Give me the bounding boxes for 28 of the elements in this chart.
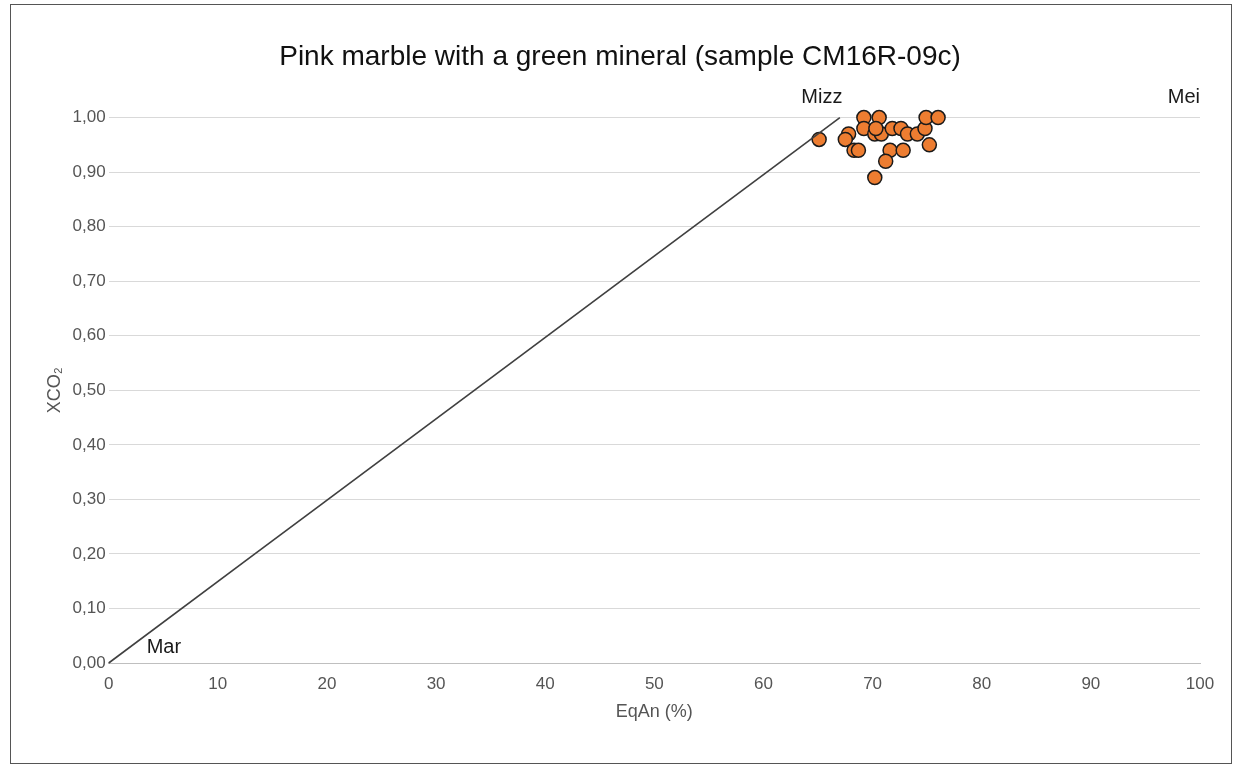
y-tick-label: 0,00: [72, 652, 106, 672]
x-tick-label: 100: [1185, 673, 1215, 693]
x-tick-label: 0: [103, 673, 114, 693]
x-tick-label: 20: [317, 673, 337, 693]
annotation: Mar: [146, 634, 182, 657]
y-tick-label: 0,70: [72, 270, 106, 290]
x-tick-label: 10: [208, 673, 228, 693]
y-tick-label: 0,30: [72, 489, 106, 509]
y-tick-label: 0,40: [72, 434, 106, 454]
y-tick-label: 0,90: [72, 161, 106, 181]
x-tick-label: 40: [535, 673, 555, 693]
annotation: Mizz: [801, 85, 843, 108]
y-tick-label: 0,60: [72, 325, 106, 345]
x-axis-title: EqAn (%): [615, 701, 693, 722]
x-tick-label: 80: [972, 673, 992, 693]
chart-title: Pink marble with a green mineral (sample CM16R-09c): [279, 39, 961, 71]
text: Mei: [1167, 85, 1200, 108]
y-tick-label: 0,10: [72, 598, 106, 618]
x-tick-label: 50: [644, 673, 664, 693]
y-tick-label: 0,80: [72, 216, 106, 236]
y-tick-label: 0,20: [72, 543, 106, 563]
x-tick-label: 90: [1081, 673, 1101, 693]
y-axis-title: XCO₂: [43, 367, 64, 414]
x-tick-label: 30: [426, 673, 446, 693]
y-tick-label: 1,00: [72, 107, 106, 127]
x-tick-label: 60: [754, 673, 773, 693]
y-tick-label: 0,50: [72, 379, 106, 399]
x-tick-label: 70: [863, 673, 883, 693]
